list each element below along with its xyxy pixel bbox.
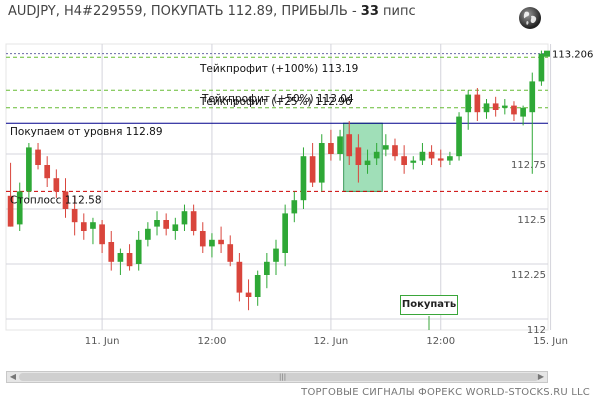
candle-body <box>483 103 490 113</box>
candle-body <box>309 156 316 183</box>
candle-body <box>154 220 160 227</box>
labels-layer: 112 112.25 112.5 112.75 11. Jun 12:00 12. Jun 1… <box>10 50 593 347</box>
candle-body <box>538 53 545 82</box>
candle-body <box>437 158 444 161</box>
candle-body <box>392 145 398 157</box>
buy-button[interactable]: Покупать <box>400 295 458 315</box>
x-tick-label: 15. Jun <box>533 336 568 347</box>
candle-body <box>245 292 252 297</box>
candle-body <box>410 160 417 163</box>
y-tick-label: 112.75 <box>511 160 546 171</box>
candle-body <box>209 239 215 247</box>
candle-body <box>346 134 353 157</box>
candle-body <box>218 239 224 245</box>
candles-layer <box>7 50 545 311</box>
candle-body <box>492 103 499 110</box>
globe-icon[interactable] <box>518 6 542 30</box>
candle-body <box>291 200 298 214</box>
title-suffix: пипс <box>378 4 416 19</box>
candle-body <box>227 244 234 262</box>
candle-body <box>282 213 288 253</box>
horizontal-scrollbar[interactable]: ◀ ||| ▶ <box>6 371 548 383</box>
level-label-entry: Покупаем от уровня 112.89 <box>10 126 163 138</box>
candle-body <box>172 224 179 231</box>
candle-body <box>520 107 526 117</box>
candle-body <box>90 222 96 229</box>
candle-body <box>273 248 279 262</box>
candle-body <box>401 156 407 165</box>
plot-frame <box>5 43 549 331</box>
scroll-right-icon[interactable]: ▶ <box>537 372 545 381</box>
candle-body <box>465 94 472 113</box>
candle-body <box>328 143 334 154</box>
candle-body <box>71 209 78 223</box>
candle-body <box>26 147 32 192</box>
candle-body <box>135 239 142 264</box>
x-tick-label: 11. Jun <box>85 336 120 347</box>
candle-body <box>7 195 14 227</box>
candle-body <box>181 211 188 225</box>
x-tick-label: 12:00 <box>198 336 227 347</box>
candle-body <box>318 143 325 183</box>
candle-body <box>117 253 124 262</box>
candle-body <box>16 191 23 225</box>
candle-body <box>419 151 426 161</box>
candle-body <box>99 224 105 245</box>
title-prefix: AUDJPY, H4#229559, ПОКУПАТЬ 112.89, ПРИБ… <box>8 4 361 19</box>
candle-body <box>35 149 41 165</box>
candle-body <box>501 105 508 108</box>
scroll-left-icon[interactable]: ◀ <box>9 372 17 381</box>
profit-pips: 33 <box>360 4 379 19</box>
x-tick-label: 12:00 <box>426 336 455 347</box>
scroll-thumb[interactable]: ||| <box>19 373 539 381</box>
candle-body <box>511 105 517 115</box>
candle-body <box>53 178 60 192</box>
y-tick-label: 112 <box>527 325 546 336</box>
x-tick-label: 12. Jun <box>314 336 349 347</box>
chart-title: AUDJPY, H4#229559, ПОКУПАТЬ 112.89, ПРИБ… <box>8 4 416 19</box>
candle-body <box>163 220 170 229</box>
candle-body <box>300 156 307 201</box>
y-tick-label: 112.5 <box>517 215 546 226</box>
footer-text: ТОРГОВЫЕ СИГНАЛЫ ФОРЕКС WORLD-STOCKS.RU … <box>301 387 590 398</box>
candle-body <box>364 160 371 165</box>
candle-body <box>126 253 133 267</box>
candle-body <box>456 116 462 157</box>
candle-body <box>190 211 197 231</box>
candle-body <box>264 261 270 275</box>
level-label-stoploss: Стоплосс 112.58 <box>10 194 102 206</box>
candle-body <box>236 261 243 293</box>
level-label-tp100: Тейкпрофит (+100%) 113.19 <box>199 63 358 75</box>
current-price-marker <box>544 50 550 57</box>
current-price-label: 113.206 <box>552 50 593 61</box>
candle-body <box>337 136 343 154</box>
y-tick-label: 112.25 <box>511 270 546 281</box>
candle-body <box>199 231 206 247</box>
level-label-tp50: Тейкпрофит (+50%) 113.04 <box>201 93 354 105</box>
candle-body <box>254 275 261 297</box>
candle-body <box>108 242 115 262</box>
candle-body <box>80 222 87 231</box>
candle-body <box>44 165 51 179</box>
candle-body <box>447 156 453 161</box>
candle-body <box>428 151 435 159</box>
candle-body <box>62 191 69 209</box>
grid <box>5 43 552 331</box>
candle-body <box>373 151 380 159</box>
level-label-tp25: Тейкпрофит (+25%) 112.96 <box>199 96 352 108</box>
candle-body <box>145 228 151 240</box>
candle-body <box>474 94 481 113</box>
grip-icon: ||| <box>279 373 287 381</box>
candle-body <box>355 147 362 165</box>
candle-body <box>382 145 389 150</box>
candle-body <box>529 81 536 113</box>
